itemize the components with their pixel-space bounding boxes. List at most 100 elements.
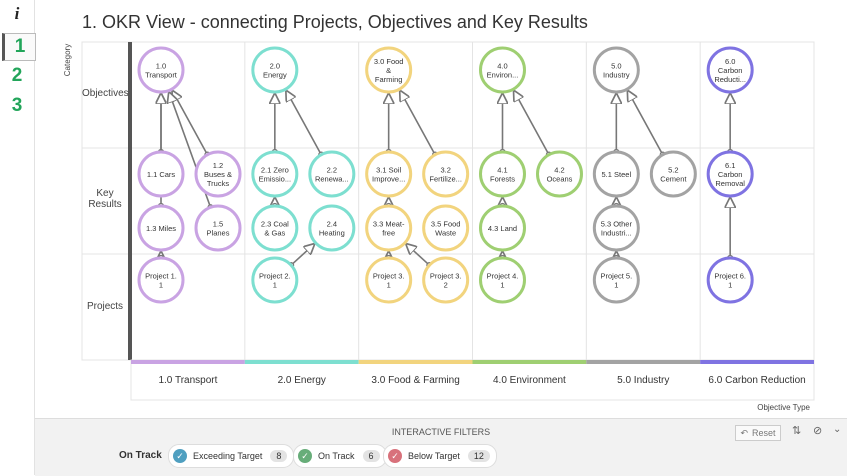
node[interactable]: 2.3 Coal& Gas — [251, 204, 299, 252]
node-label: Cement — [660, 175, 687, 184]
node-circle — [308, 150, 356, 198]
node[interactable]: 5.3 OtherIndustri... — [592, 204, 640, 252]
node-circle — [251, 150, 299, 198]
node-label: 5.3 Other — [601, 220, 633, 229]
node-label: Removal — [715, 179, 745, 188]
node[interactable]: Project 3.1 — [365, 256, 413, 304]
status-check: ✓ — [173, 449, 187, 463]
node-label: Carbon — [718, 170, 743, 179]
node-label: 6.1 — [725, 161, 735, 170]
node-label: Industry — [603, 71, 630, 80]
page-tab[interactable]: 3 — [11, 95, 23, 116]
edge — [628, 91, 664, 156]
node-circle — [194, 150, 242, 198]
node[interactable]: 3.2Fertilize... — [422, 150, 470, 198]
node-label: Industri... — [601, 229, 632, 238]
column-label: 4.0 Environment — [493, 375, 566, 386]
status-check: ✓ — [388, 449, 402, 463]
page-tab[interactable]: 1 — [2, 33, 36, 61]
node[interactable]: 3.1 SoilImprove... — [365, 150, 413, 198]
sort-icon[interactable]: ⇅ — [792, 425, 802, 437]
node-label: Farming — [375, 75, 403, 84]
column-label: 3.0 Food & Farming — [371, 375, 459, 386]
node-label: Project 3. — [373, 272, 405, 281]
column-color-bar — [244, 360, 359, 364]
node[interactable]: 5.1 Steel — [592, 150, 640, 198]
info-icon[interactable]: i — [14, 4, 20, 23]
node-circle — [251, 256, 299, 304]
node[interactable]: Project 3.2 — [422, 256, 470, 304]
node[interactable]: Project 1.1 — [137, 256, 185, 304]
node[interactable]: 2.2Renewa... — [308, 150, 356, 198]
node[interactable]: 3.3 Meat-free — [365, 204, 413, 252]
node[interactable]: 1.3 Miles — [137, 204, 185, 252]
node-label: 2.1 Zero — [261, 166, 289, 175]
node-circle — [251, 46, 299, 94]
node[interactable]: 4.3 Land — [479, 204, 526, 252]
node-circle — [137, 256, 185, 304]
node[interactable]: 6.0CarbonReducti... — [706, 46, 754, 94]
node-label: 1 — [614, 281, 618, 290]
category-axis-bar — [128, 42, 132, 360]
node-circle — [479, 204, 526, 252]
node[interactable]: 4.0Environ... — [479, 46, 526, 94]
node-label: 1.1 Cars — [147, 170, 176, 179]
reset-button[interactable]: ↶ Reset — [735, 425, 781, 441]
node-label: 4.0 — [497, 62, 507, 71]
sidebar: i 1 2 3 — [0, 0, 36, 475]
node[interactable]: 2.1 ZeroEmissio... — [251, 150, 299, 198]
node-circle — [365, 204, 413, 252]
node-label: Project 6. — [714, 272, 746, 281]
clear-filter-icon[interactable]: ⊘ — [813, 425, 823, 437]
node[interactable]: Project 5.1 — [592, 256, 640, 304]
page-tab[interactable]: 2 — [11, 65, 23, 86]
node-circle — [365, 256, 413, 304]
node-label: 2.0 — [270, 62, 280, 71]
node-label: 1.3 Miles — [146, 224, 176, 233]
node[interactable]: 3.0 Food&Farming — [365, 46, 413, 94]
row-label: Key Results — [88, 188, 122, 210]
node[interactable]: Project 2.1 — [251, 256, 299, 304]
expand-icon[interactable]: ⌄ — [833, 424, 842, 435]
column-header-band — [130, 359, 815, 401]
node-circle — [706, 46, 754, 94]
node-circle — [251, 204, 299, 252]
node-circle — [308, 204, 356, 252]
node-label: 1.2 — [213, 161, 223, 170]
filter-chip[interactable]: ✓ Below Target 12 — [383, 444, 497, 468]
filter-chip[interactable]: ✓ Exceeding Target 8 — [168, 444, 295, 468]
node-label: Waste — [435, 229, 456, 238]
reset-label: Reset — [752, 428, 776, 438]
node-circle — [649, 150, 697, 198]
node-circle — [592, 46, 640, 94]
node[interactable]: Project 6.1 — [706, 256, 754, 304]
node[interactable]: 1.1 Cars — [137, 150, 185, 198]
node-label: & Gas — [264, 229, 285, 238]
column-color-bar — [131, 360, 245, 364]
filter-chip[interactable]: ✓ On Track 6 — [293, 444, 387, 468]
node-circle — [194, 204, 242, 252]
node-label: 2.2 — [327, 166, 337, 175]
node[interactable]: Project 4.1 — [479, 256, 526, 304]
node-label: 2 — [444, 281, 448, 290]
edge — [290, 244, 314, 266]
plot-background — [81, 41, 815, 361]
column-color-bar — [472, 360, 587, 364]
node-circle — [479, 256, 526, 304]
node-label: 3.0 Food — [374, 57, 404, 66]
node-label: 1 — [500, 281, 504, 290]
node-circle — [592, 204, 640, 252]
